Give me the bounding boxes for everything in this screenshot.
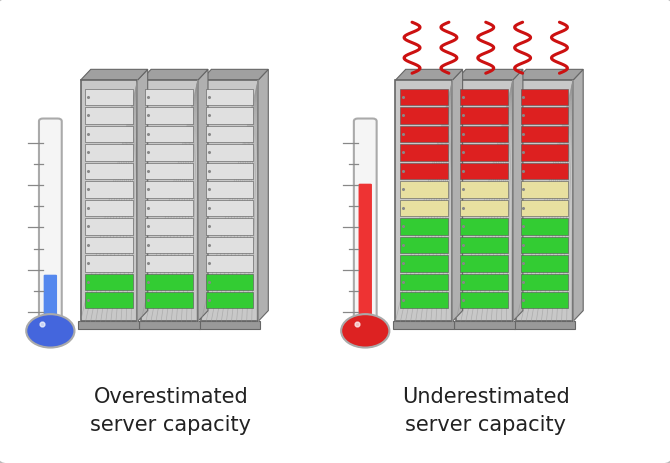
Bar — [460, 200, 508, 217]
Bar — [85, 163, 133, 180]
Bar — [85, 182, 133, 198]
Bar — [521, 108, 568, 124]
Bar — [85, 219, 133, 235]
Bar — [85, 256, 133, 272]
Bar — [206, 219, 253, 235]
Bar — [395, 81, 452, 322]
Bar — [80, 81, 137, 322]
Bar — [85, 274, 133, 290]
Bar — [206, 200, 253, 217]
Bar — [521, 237, 568, 253]
Bar — [400, 182, 448, 198]
Bar — [145, 182, 193, 198]
Bar — [521, 126, 568, 143]
Bar — [400, 293, 448, 309]
Bar — [145, 219, 193, 235]
Bar — [460, 163, 508, 180]
Polygon shape — [201, 70, 268, 81]
Bar — [400, 108, 448, 124]
Bar — [521, 163, 568, 180]
Bar — [460, 293, 508, 309]
FancyBboxPatch shape — [39, 119, 62, 322]
Bar — [460, 219, 508, 235]
Bar — [85, 200, 133, 217]
Bar — [400, 274, 448, 290]
Bar — [454, 321, 515, 329]
Circle shape — [341, 314, 389, 348]
Bar — [521, 200, 568, 217]
Bar — [521, 145, 568, 161]
Polygon shape — [395, 70, 462, 81]
Bar — [206, 126, 253, 143]
Bar — [521, 256, 568, 272]
Bar — [521, 219, 568, 235]
Bar — [145, 200, 193, 217]
Bar — [460, 256, 508, 272]
Polygon shape — [258, 70, 268, 322]
Bar — [145, 256, 193, 272]
Circle shape — [26, 314, 74, 348]
Polygon shape — [141, 70, 208, 81]
Bar — [206, 293, 253, 309]
Bar — [521, 274, 568, 290]
Bar — [456, 81, 513, 322]
Bar — [206, 145, 253, 161]
Text: Overestimated
server capacity: Overestimated server capacity — [90, 386, 251, 434]
Bar — [145, 126, 193, 143]
Bar — [206, 256, 253, 272]
Bar — [206, 182, 253, 198]
Bar — [206, 163, 253, 180]
Bar — [400, 126, 448, 143]
Bar — [206, 108, 253, 124]
Bar — [139, 321, 200, 329]
Bar — [400, 145, 448, 161]
Bar — [206, 237, 253, 253]
Bar — [201, 81, 258, 322]
Bar — [400, 256, 448, 272]
Bar — [85, 108, 133, 124]
Bar — [145, 163, 193, 180]
Polygon shape — [452, 70, 462, 322]
Bar — [85, 293, 133, 309]
Bar — [145, 89, 193, 106]
Bar — [145, 274, 193, 290]
Bar — [460, 126, 508, 143]
Polygon shape — [573, 70, 583, 322]
Bar — [514, 321, 575, 329]
Bar — [460, 182, 508, 198]
Bar — [145, 145, 193, 161]
Bar — [521, 182, 568, 198]
Bar — [400, 200, 448, 217]
Bar — [85, 237, 133, 253]
Bar — [460, 145, 508, 161]
Bar — [199, 321, 260, 329]
Polygon shape — [137, 70, 147, 322]
Bar — [516, 81, 573, 322]
Bar — [145, 237, 193, 253]
Polygon shape — [198, 70, 208, 322]
Bar — [206, 274, 253, 290]
Bar — [145, 293, 193, 309]
FancyBboxPatch shape — [354, 119, 377, 322]
Bar — [521, 89, 568, 106]
Text: Underestimated
server capacity: Underestimated server capacity — [402, 386, 570, 434]
Bar — [145, 108, 193, 124]
FancyBboxPatch shape — [358, 184, 372, 318]
Polygon shape — [80, 70, 147, 81]
Bar — [460, 108, 508, 124]
Bar — [141, 81, 198, 322]
Bar — [460, 237, 508, 253]
Bar — [85, 89, 133, 106]
Bar — [460, 274, 508, 290]
Bar — [400, 237, 448, 253]
Bar — [400, 163, 448, 180]
Bar — [521, 293, 568, 309]
Bar — [400, 89, 448, 106]
Bar — [400, 219, 448, 235]
Bar — [85, 126, 133, 143]
Polygon shape — [516, 70, 583, 81]
Bar — [393, 321, 454, 329]
Polygon shape — [456, 70, 523, 81]
Polygon shape — [513, 70, 523, 322]
